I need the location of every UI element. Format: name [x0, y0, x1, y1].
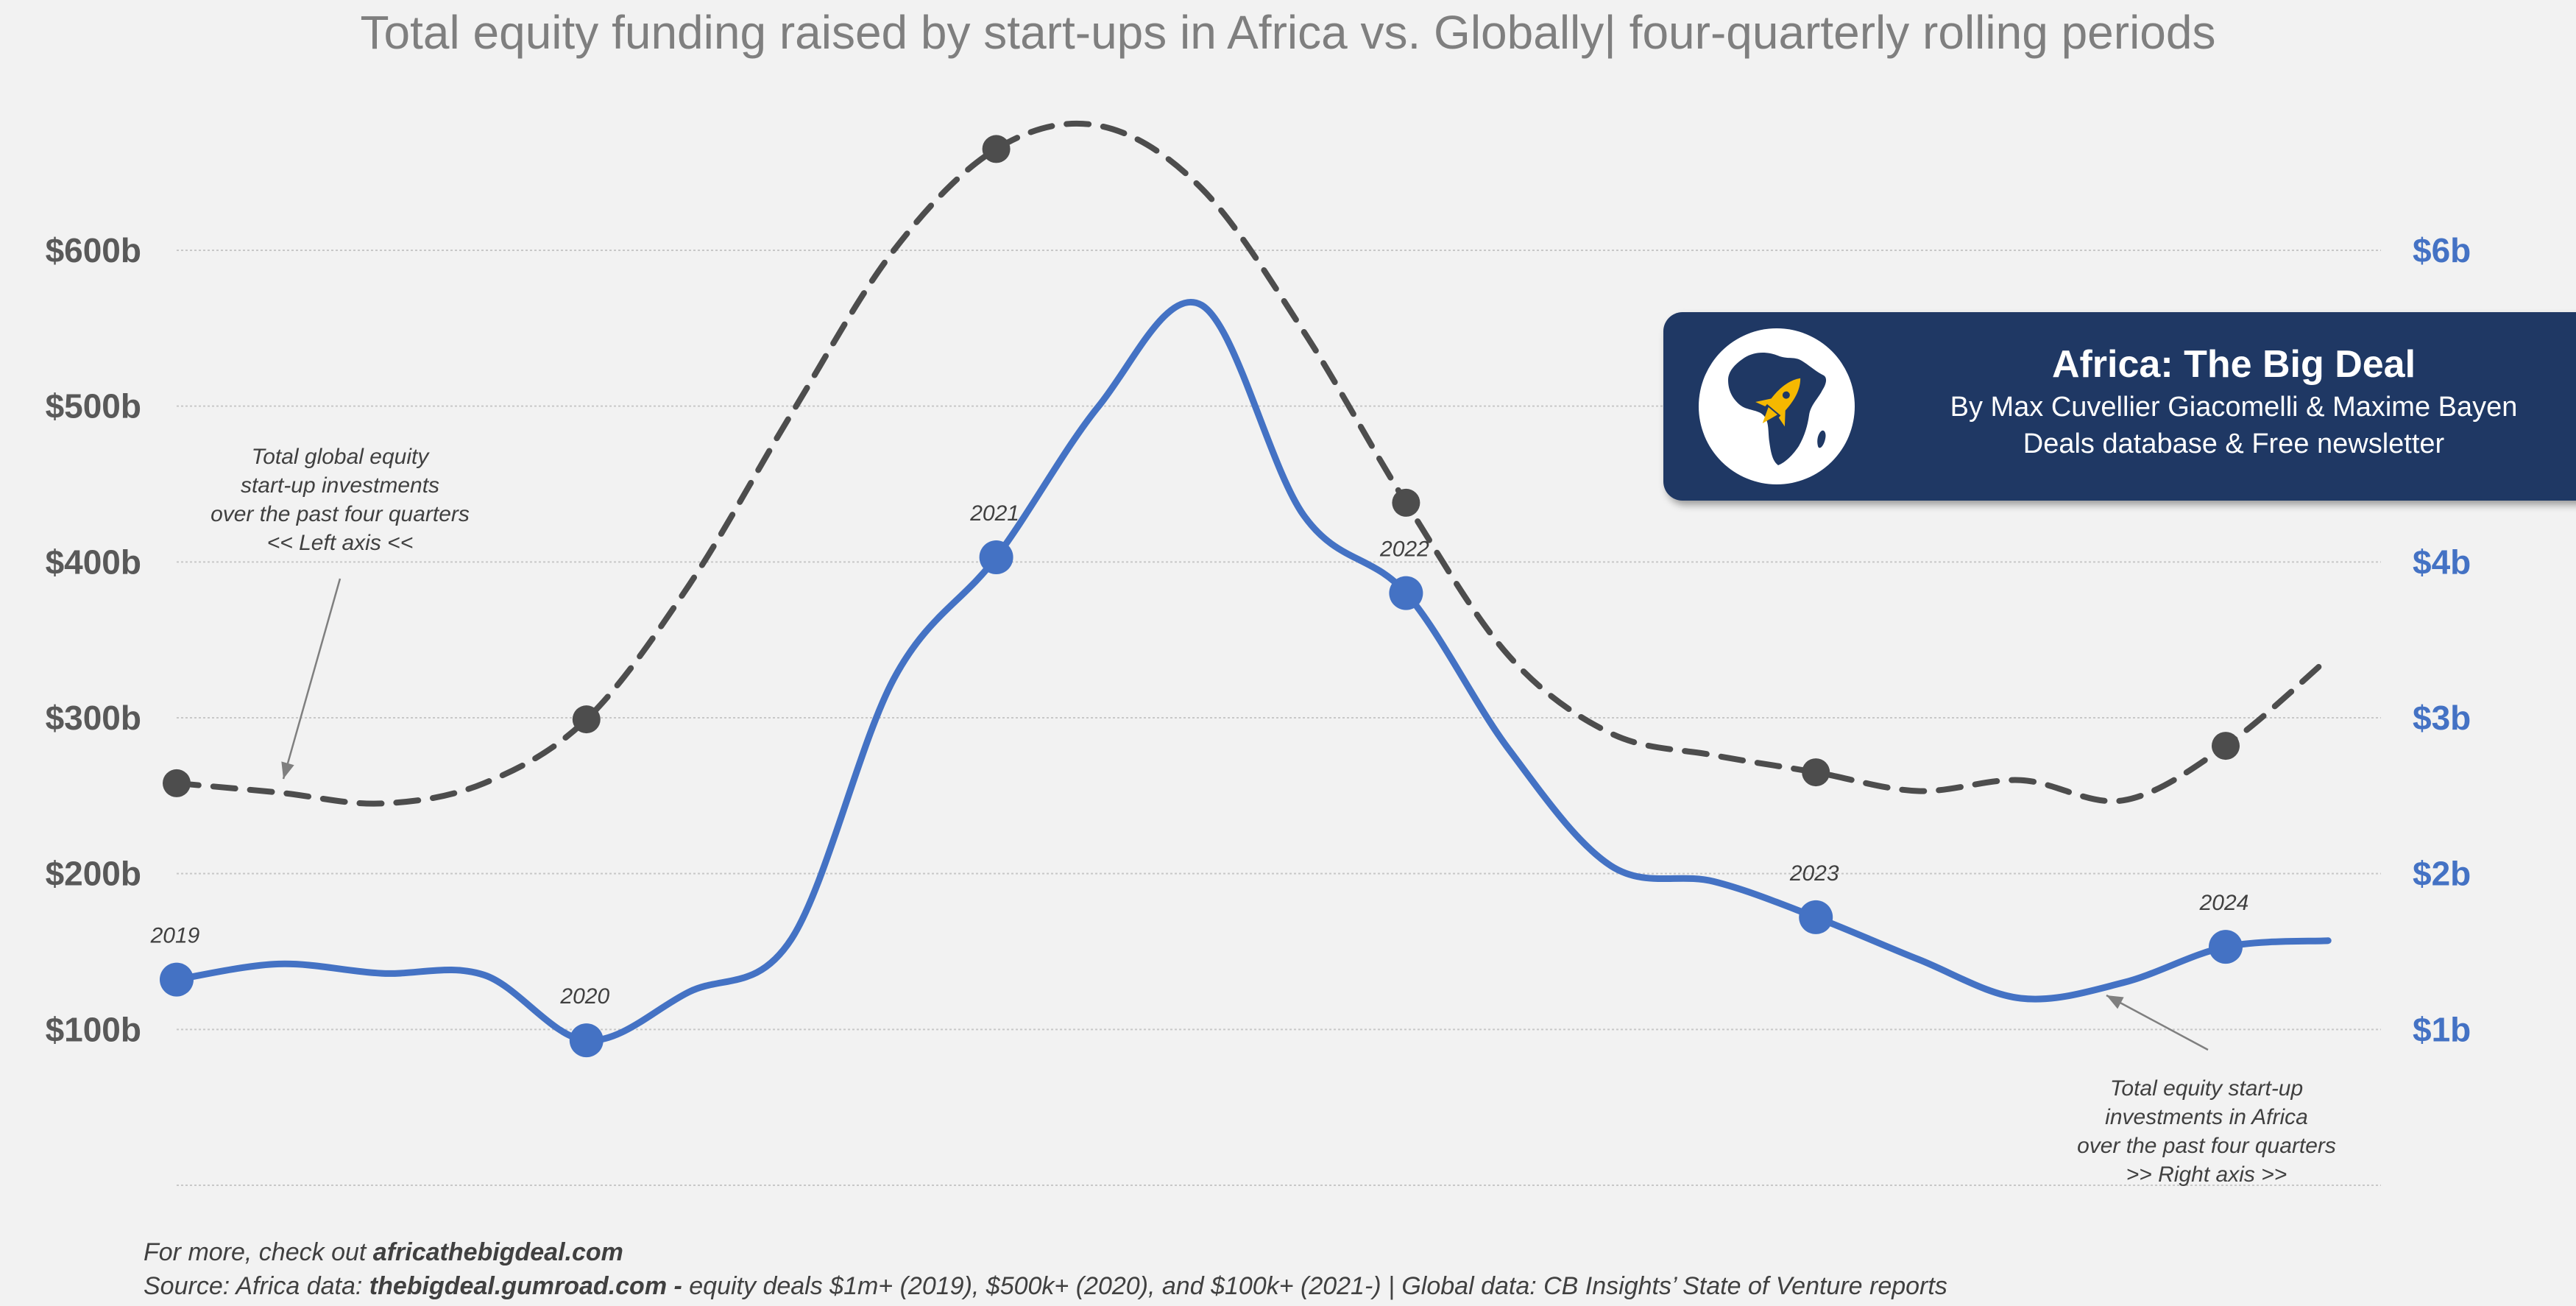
africa-series-point — [979, 540, 1013, 574]
footer-more-prefix: For more, check out — [144, 1238, 373, 1266]
footer-more: For more, check out africathebigdeal.com — [144, 1235, 1947, 1269]
footer-more-link[interactable]: africathebigdeal.com — [372, 1238, 623, 1266]
africa-series-point — [2209, 930, 2243, 964]
annotations: Total global equity start-up investments o… — [210, 445, 2336, 1187]
footer-source-link[interactable]: thebigdeal.gumroad.com - — [369, 1272, 690, 1300]
left-axis-tick-label: $600b — [46, 231, 141, 269]
brand-byline: By Max Cuvellier Giacomelli & Maxime Bay… — [1950, 392, 2518, 423]
annotation-line: >> Right axis >> — [2126, 1162, 2287, 1187]
annotation-line: Total equity start-up — [2110, 1076, 2303, 1101]
footer-source: Source: Africa data: thebigdeal.gumroad.… — [144, 1269, 1947, 1303]
annotation-line: over the past four quarters — [2077, 1134, 2336, 1158]
year-label: 2024 — [2199, 891, 2249, 915]
annotation-arrowhead — [281, 761, 294, 779]
annotation-arrowhead — [2106, 995, 2124, 1009]
global-series-point — [2212, 732, 2240, 760]
right-axis-tick-label: $3b — [2413, 699, 2471, 737]
left-axis-tick-label: $400b — [46, 543, 141, 581]
annotation-line: << Left axis << — [267, 531, 413, 555]
year-label: 2019 — [150, 924, 200, 948]
annotation-arrow — [2106, 994, 2209, 1051]
year-label: 2021 — [969, 501, 1019, 526]
global-series-point — [1802, 758, 1830, 787]
year-labels: 2019 2020 2021 2022 2023 2024 — [150, 501, 2249, 1009]
annotation-line: start-up investments — [241, 473, 439, 498]
left-axis-tick-label: $500b — [46, 387, 141, 426]
global-series-point — [572, 705, 601, 734]
global-series-point — [1392, 488, 1420, 517]
gridlines — [177, 250, 2381, 1186]
africa-series-point — [569, 1023, 604, 1058]
annotation-line: investments in Africa — [2105, 1105, 2308, 1129]
chart-title: Total equity funding raised by start-ups… — [361, 6, 2216, 59]
brand-box: Africa: The Big Deal By Max Cuvellier Gi… — [1663, 312, 2576, 501]
left-axis-tick-label: $300b — [46, 699, 141, 737]
left-axis-tick-label: $200b — [46, 855, 141, 893]
brand-title: Africa: The Big Deal — [2051, 343, 2416, 386]
right-axis-tick-label: $4b — [2413, 543, 2471, 581]
brand-tagline: Deals database & Free newsletter — [2023, 428, 2445, 459]
annotation-line: over the past four quarters — [210, 502, 470, 526]
africa-map-rocket-icon — [1699, 328, 1855, 484]
footer-source-rest: equity deals $1m+ (2019), $500k+ (2020),… — [689, 1272, 1947, 1300]
right-axis-tick-label: $2b — [2413, 855, 2471, 893]
series-layer — [160, 120, 2332, 1058]
left-axis: $100b $200b $300b $400b $500b $600b — [46, 231, 141, 1048]
africa-series-point — [1389, 576, 1423, 610]
global-series-point — [163, 769, 191, 797]
africa-series-point — [160, 962, 194, 997]
annotation-arrow — [282, 578, 342, 780]
year-label: 2022 — [1379, 537, 1429, 562]
annotation-line: Total global equity — [252, 445, 431, 469]
africa-series-point — [1799, 900, 1833, 934]
right-axis-tick-label: $6b — [2413, 231, 2471, 269]
footer: For more, check out africathebigdeal.com… — [144, 1235, 1947, 1303]
right-axis: $1b $2b $3b $4b $6b — [2413, 231, 2471, 1048]
brand-text: Africa: The Big Deal By Max Cuvellier Gi… — [1884, 340, 2576, 462]
left-axis-tick-label: $100b — [46, 1010, 141, 1048]
year-label: 2023 — [1789, 861, 1839, 886]
year-label: 2020 — [559, 984, 609, 1009]
global-series-point — [982, 135, 1011, 163]
footer-source-prefix: Source: Africa data: — [144, 1272, 369, 1300]
right-axis-tick-label: $1b — [2413, 1010, 2471, 1048]
